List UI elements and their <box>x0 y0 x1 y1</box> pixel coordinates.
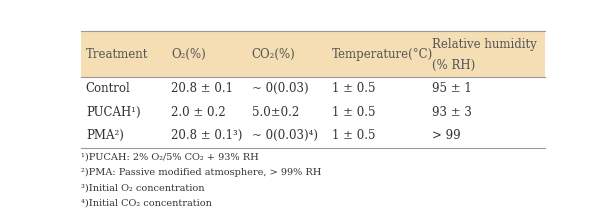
Text: ¹)PUCAH: 2% O₂/5% CO₂ + 93% RH: ¹)PUCAH: 2% O₂/5% CO₂ + 93% RH <box>81 153 259 162</box>
Text: ²)PMA: Passive modified atmosphere, > 99% RH: ²)PMA: Passive modified atmosphere, > 99… <box>81 168 321 177</box>
Text: ⁴)Initial CO₂ concentration: ⁴)Initial CO₂ concentration <box>81 198 212 207</box>
Text: Control: Control <box>86 82 131 95</box>
Text: 95 ± 1: 95 ± 1 <box>431 82 471 95</box>
Text: ~ 0(0.03)⁴): ~ 0(0.03)⁴) <box>252 129 318 142</box>
Text: Treatment: Treatment <box>86 48 148 61</box>
Text: PMA²): PMA²) <box>86 129 123 142</box>
Text: Temperature(°C): Temperature(°C) <box>332 48 433 61</box>
Text: 20.8 ± 0.1³): 20.8 ± 0.1³) <box>171 129 243 142</box>
Text: 20.8 ± 0.1: 20.8 ± 0.1 <box>171 82 233 95</box>
Text: PUCAH¹): PUCAH¹) <box>86 106 141 119</box>
Text: > 99: > 99 <box>431 129 460 142</box>
Text: O₂(%): O₂(%) <box>171 48 206 61</box>
Text: ~ 0(0.03): ~ 0(0.03) <box>252 82 308 95</box>
Bar <box>81 31 545 77</box>
Text: ³)Initial O₂ concentration: ³)Initial O₂ concentration <box>81 183 205 192</box>
Text: 2.0 ± 0.2: 2.0 ± 0.2 <box>171 106 225 119</box>
Text: 1 ± 0.5: 1 ± 0.5 <box>332 82 376 95</box>
Text: (% RH): (% RH) <box>431 58 475 72</box>
Text: 1 ± 0.5: 1 ± 0.5 <box>332 129 376 142</box>
Text: Relative humidity: Relative humidity <box>431 38 536 51</box>
Text: CO₂(%): CO₂(%) <box>252 48 295 61</box>
Text: 5.0±0.2: 5.0±0.2 <box>252 106 299 119</box>
Text: 1 ± 0.5: 1 ± 0.5 <box>332 106 376 119</box>
Text: 93 ± 3: 93 ± 3 <box>431 106 472 119</box>
